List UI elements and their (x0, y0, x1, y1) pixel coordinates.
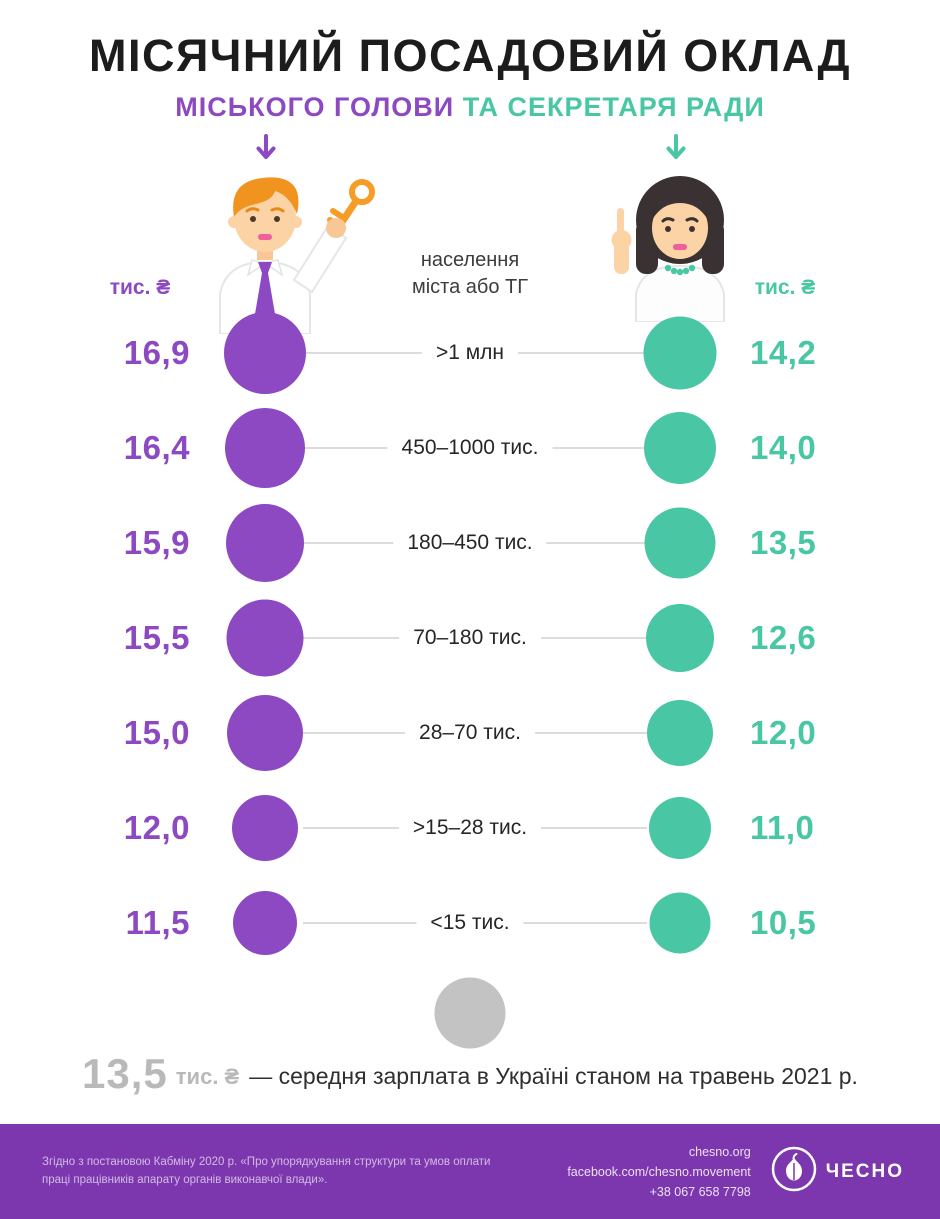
mayor-salary: 15,5 (123, 618, 190, 656)
mayor-salary: 16,9 (123, 333, 190, 371)
page-title: МІСЯЧНИЙ ПОСАДОВИЙ ОКЛАД (88, 30, 852, 81)
footer-facebook: facebook.com/chesno.movement (567, 1164, 751, 1179)
mayor-circle (225, 407, 305, 488)
population-label: 70–180 тис. (399, 623, 541, 652)
secretary-circle (649, 892, 711, 953)
mayor-circle (232, 794, 298, 861)
table-row: 11,5 <15 тис. 10,5 (0, 875, 940, 970)
table-row: 16,4 450–1000 тис. 14,0 (0, 400, 940, 495)
secretary-salary: 10,5 (750, 903, 817, 941)
footer-phone: +38 067 658 7798 (649, 1184, 751, 1199)
table-row: 15,9 180–450 тис. 13,5 (0, 495, 940, 590)
mayor-circle (224, 311, 306, 394)
secretary-salary: 12,0 (750, 713, 817, 751)
page-subtitle: МІСЬКОГО ГОЛОВИ ТА СЕКРЕТАРЯ РАДИ (0, 92, 940, 123)
pointing-hand (611, 208, 632, 274)
population-label: 28–70 тис. (405, 718, 535, 747)
mayor-circle (227, 694, 303, 771)
secretary-circle (644, 507, 716, 578)
average-salary-circle (434, 977, 506, 1049)
table-row: 15,0 28–70 тис. 12,0 (0, 685, 940, 780)
salary-table: 16,9 >1 млн 14,2 16,4 450–1000 тис. 14,0… (0, 305, 940, 970)
secretary-circle (644, 411, 716, 484)
mayor-salary: 15,0 (123, 713, 190, 751)
population-label: <15 тис. (416, 908, 524, 937)
secretary-circle (646, 603, 714, 672)
mayor-circle (226, 599, 304, 676)
population-label: 450–1000 тис. (387, 433, 553, 462)
footer-website: chesno.org (688, 1144, 751, 1159)
secretary-salary: 11,0 (750, 808, 815, 846)
average-unit: тис. ₴ (175, 1064, 240, 1089)
average-value: 13,5 (82, 1050, 168, 1097)
garlic-icon (771, 1146, 817, 1197)
secretary-unit-label: тис. ₴ (754, 276, 816, 299)
secretary-salary: 14,2 (750, 333, 817, 371)
footer: Згідно з постановою Кабміну 2020 р. «Про… (0, 1124, 940, 1219)
mayor-salary: 12,0 (123, 808, 190, 846)
population-label: >15–28 тис. (398, 813, 542, 842)
chesno-logo: ЧЕСНО (771, 1146, 904, 1197)
table-row: 12,0 >15–28 тис. 11,0 (0, 780, 940, 875)
table-row: 15,5 70–180 тис. 12,6 (0, 590, 940, 685)
secretary-pointing-illustration (598, 170, 763, 327)
population-header: населення міста або ТГ (411, 249, 529, 298)
subtitle-mayor: МІСЬКОГО ГОЛОВИ (175, 92, 455, 122)
subtitle-secretary: ТА СЕКРЕТАРЯ РАДИ (462, 92, 765, 122)
footer-legal-note: Згідно з постановою Кабміну 2020 р. «Про… (42, 1155, 491, 1186)
secretary-salary: 13,5 (750, 523, 817, 561)
secretary-circle (643, 316, 717, 389)
mayor-salary: 16,4 (123, 428, 190, 466)
down-arrow-icon (665, 134, 687, 167)
population-label: >1 млн (421, 338, 519, 367)
down-arrow-icon (255, 134, 277, 167)
mayor-unit-label: тис. ₴ (109, 276, 171, 299)
average-label: — середня зарплата в Україні станом на т… (249, 1063, 858, 1089)
secretary-salary: 12,6 (750, 618, 817, 656)
population-label: 180–450 тис. (393, 528, 547, 557)
secretary-salary: 14,0 (750, 428, 817, 466)
secretary-circle (649, 796, 711, 859)
footer-contacts: chesno.org facebook.com/chesno.movement … (567, 1142, 770, 1202)
secretary-circle (647, 699, 713, 766)
mayor-circle (226, 503, 304, 582)
average-salary-note: 13,5 тис. ₴ — середня зарплата в Україні с… (0, 1050, 940, 1098)
mayor-circle (233, 890, 297, 955)
logo-text: ЧЕСНО (825, 1160, 904, 1182)
mayor-salary: 11,5 (125, 903, 190, 941)
mayor-salary: 15,9 (123, 523, 190, 561)
table-row: 16,9 >1 млн 14,2 (0, 305, 940, 400)
